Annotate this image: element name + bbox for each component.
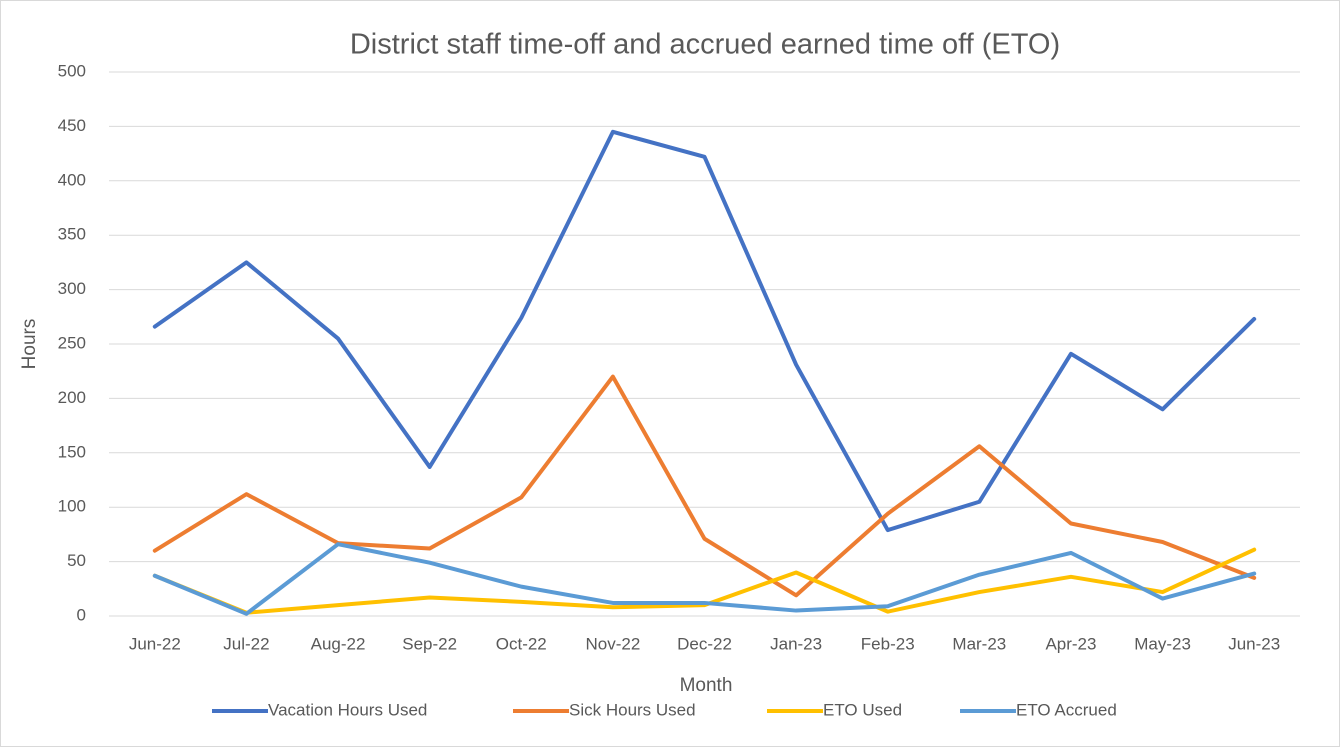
y-tick-label: 150 — [58, 442, 86, 461]
legend-label: ETO Used — [823, 700, 902, 719]
y-tick-label: 200 — [58, 388, 86, 407]
legend-label: Sick Hours Used — [569, 700, 696, 719]
y-tick-label: 500 — [58, 61, 86, 80]
y-axis-title: Hours — [19, 319, 40, 370]
x-tick-label: May-23 — [1134, 634, 1191, 653]
chart-title: District staff time-off and accrued earn… — [350, 29, 1060, 61]
x-tick-label: Jan-23 — [770, 634, 822, 653]
legend-label: ETO Accrued — [1016, 700, 1117, 719]
x-tick-label: Nov-22 — [585, 634, 640, 653]
x-tick-label: Mar-23 — [952, 634, 1006, 653]
y-tick-label: 100 — [58, 497, 86, 516]
y-tick-label: 0 — [77, 605, 86, 624]
y-tick-label: 300 — [58, 279, 86, 298]
x-tick-label: Feb-23 — [861, 634, 915, 653]
x-tick-label: Jul-22 — [223, 634, 269, 653]
x-tick-label: Sep-22 — [402, 634, 457, 653]
series-line — [152, 542, 1257, 616]
x-tick-label: Oct-22 — [496, 634, 547, 653]
legend-label: Vacation Hours Used — [268, 700, 427, 719]
y-tick-label: 450 — [58, 116, 86, 135]
series-line — [152, 129, 1257, 533]
x-tick-label: Dec-22 — [677, 634, 732, 653]
y-tick-label: 50 — [67, 551, 86, 570]
x-axis-title: Month — [680, 675, 733, 696]
x-tick-label: Apr-23 — [1045, 634, 1096, 653]
series-line — [152, 547, 1257, 615]
x-tick-label: Jun-22 — [129, 634, 181, 653]
y-tick-label: 350 — [58, 225, 86, 244]
y-tick-label: 250 — [58, 333, 86, 352]
x-tick-label: Aug-22 — [311, 634, 366, 653]
x-tick-label: Jun-23 — [1228, 634, 1280, 653]
y-tick-label: 400 — [58, 170, 86, 189]
